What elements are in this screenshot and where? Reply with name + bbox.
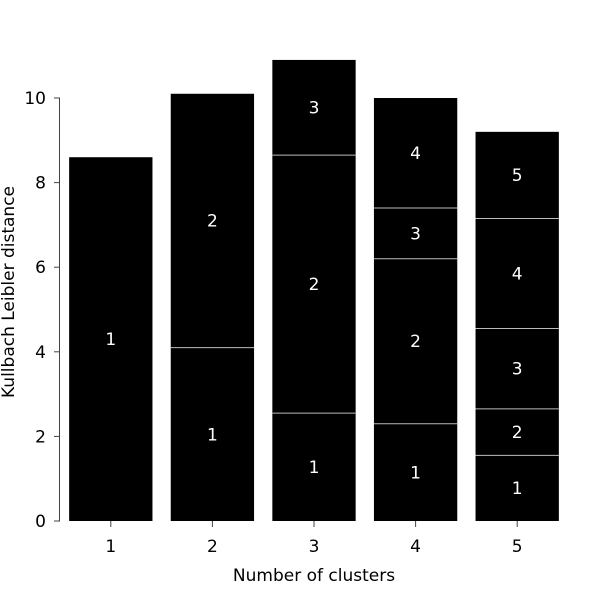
bars-group: 1 1 2 1 2 3 1 2 3 4 1 2 3 4 5 <box>69 59 559 521</box>
bar-segment <box>475 328 559 409</box>
bar-segment <box>475 455 559 521</box>
bar-segment <box>170 347 255 521</box>
bar-segment <box>272 59 356 156</box>
y-tick-label: 4 <box>35 343 46 363</box>
y-axis-label: Kullbach Leibler distance <box>0 186 19 398</box>
y-tick-label: 8 <box>35 174 46 194</box>
segment-label: 1 <box>410 463 421 483</box>
bar-segment <box>373 98 458 208</box>
bar-segment <box>69 157 153 521</box>
bar-segment <box>272 155 356 414</box>
bar-segment <box>373 207 458 259</box>
segment-label: 2 <box>309 275 320 295</box>
y-tick-label: 10 <box>24 89 46 109</box>
y-tick-label: 0 <box>35 512 46 532</box>
bar-segment <box>475 408 559 456</box>
segment-label: 1 <box>105 330 116 350</box>
axes-group: 1 2 3 4 5 0 2 4 6 8 10 <box>24 89 522 557</box>
y-tick-label: 2 <box>35 427 46 447</box>
segment-label: 1 <box>207 425 218 445</box>
y-tick-label: 6 <box>35 258 46 278</box>
segment-label: 2 <box>207 212 218 232</box>
x-tick-label: 5 <box>512 537 523 557</box>
segment-label: 3 <box>512 360 523 380</box>
segment-label: 5 <box>512 166 523 186</box>
x-axis-label: Number of clusters <box>233 566 395 586</box>
bar-segment <box>373 423 458 521</box>
segment-label: 1 <box>309 458 320 478</box>
segment-label: 2 <box>512 423 523 443</box>
bar-segment <box>170 93 255 348</box>
segment-label: 4 <box>410 144 421 164</box>
bar-segment <box>475 131 559 219</box>
x-tick-label: 2 <box>207 537 218 557</box>
x-tick-label: 4 <box>410 537 421 557</box>
bar-segment <box>272 413 356 521</box>
bar-segment <box>373 258 458 424</box>
segment-label: 3 <box>309 99 320 119</box>
bar-segment <box>475 218 559 329</box>
segment-label: 1 <box>512 479 523 499</box>
segment-label: 3 <box>410 224 421 244</box>
x-tick-label: 3 <box>309 537 320 557</box>
segment-label: 2 <box>410 332 421 352</box>
segment-label: 4 <box>512 265 523 285</box>
x-tick-label: 1 <box>105 537 116 557</box>
